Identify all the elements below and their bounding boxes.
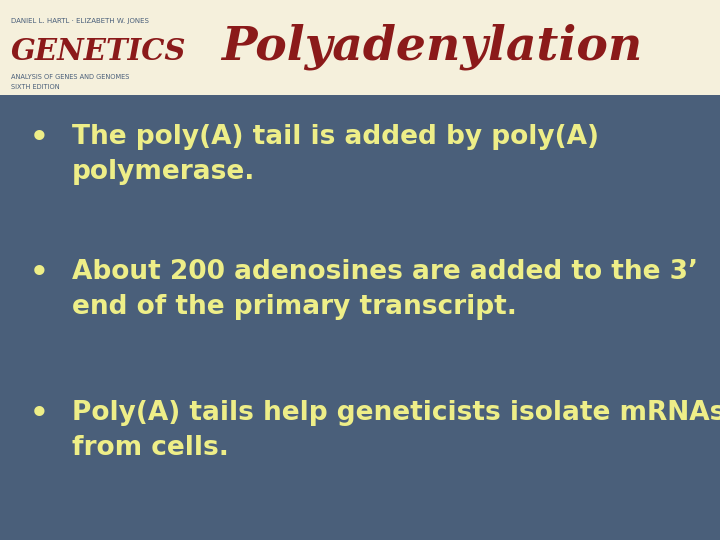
Text: •: • <box>30 400 49 428</box>
Text: GENETICS: GENETICS <box>11 37 186 66</box>
Bar <box>0 94 720 540</box>
Text: DANIEL L. HARTL · ELIZABETH W. JONES: DANIEL L. HARTL · ELIZABETH W. JONES <box>11 17 148 24</box>
Text: About 200 adenosines are added to the 3’
end of the primary transcript.: About 200 adenosines are added to the 3’… <box>72 259 698 320</box>
Text: Polyadenylation: Polyadenylation <box>221 24 643 71</box>
Text: The poly(A) tail is added by poly(A)
polymerase.: The poly(A) tail is added by poly(A) pol… <box>72 124 599 185</box>
Text: ANALYSIS OF GENES AND GENOMES: ANALYSIS OF GENES AND GENOMES <box>11 73 129 80</box>
Text: SIXTH EDITION: SIXTH EDITION <box>11 84 60 91</box>
Text: •: • <box>30 259 49 287</box>
Text: Poly(A) tails help geneticists isolate mRNAs
from cells.: Poly(A) tails help geneticists isolate m… <box>72 400 720 461</box>
Bar <box>0 0 720 94</box>
Text: •: • <box>30 124 49 152</box>
